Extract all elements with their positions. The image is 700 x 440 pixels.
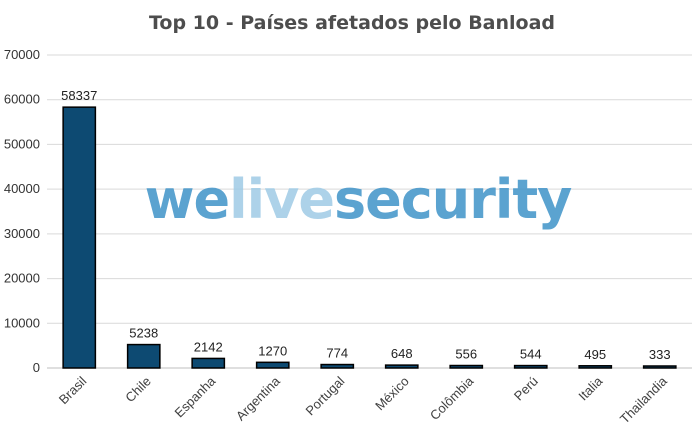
x-tick-label: Italia xyxy=(575,373,606,404)
data-labels: 58337 5238 2142 1270 774 648 556 544 495 333 xyxy=(61,88,670,362)
bar-perú xyxy=(513,364,548,369)
bar-brasil xyxy=(62,106,97,369)
bars xyxy=(62,106,677,369)
x-tick-label: Colômbia xyxy=(427,373,477,423)
watermark-part-security: security xyxy=(334,168,572,231)
y-tick-label: 30000 xyxy=(4,226,40,241)
x-tick-label: Brasil xyxy=(56,373,90,407)
x-tick-label: Argentina xyxy=(233,373,284,424)
y-tick-label: 70000 xyxy=(4,47,40,62)
bar-italia xyxy=(578,365,613,369)
data-label: 495 xyxy=(584,347,606,362)
x-axis-ticks: Brasil Chile Espanha Argentina Portugal Méxic… xyxy=(56,373,671,427)
data-label: 544 xyxy=(520,347,542,362)
data-label: 556 xyxy=(455,347,477,362)
data-label: 1270 xyxy=(258,343,287,358)
y-tick-label: 20000 xyxy=(4,271,40,286)
bar-espanha xyxy=(191,357,226,369)
x-tick-label: Perú xyxy=(511,374,541,404)
svg-text:welivesecurity: welivesecurity xyxy=(145,168,573,231)
watermark-part-we: we xyxy=(145,168,230,231)
grid-lines xyxy=(47,54,692,369)
bar-thailandia xyxy=(642,365,677,369)
y-tick-label: 10000 xyxy=(4,315,40,330)
data-label: 5238 xyxy=(129,326,158,341)
x-tick-label: Thailandia xyxy=(617,373,671,427)
data-label: 648 xyxy=(391,346,413,361)
x-tick-label: Portugal xyxy=(303,373,348,418)
chart-title: Top 10 - Países afetados pelo Banload xyxy=(149,12,555,34)
y-tick-label: 50000 xyxy=(4,136,40,151)
data-label: 58337 xyxy=(61,88,97,103)
bar-chile xyxy=(126,343,161,369)
x-tick-label: México xyxy=(372,374,412,414)
data-label: 333 xyxy=(649,347,671,362)
welivesecurity-watermark: welivesecurity xyxy=(145,168,574,231)
data-label: 774 xyxy=(326,346,348,361)
x-tick-label: Chile xyxy=(122,374,154,406)
watermark-part-live: live xyxy=(229,168,334,231)
data-label: 2142 xyxy=(194,339,223,354)
x-tick-label: Espanha xyxy=(171,373,218,420)
bar-portugal xyxy=(320,363,355,369)
y-tick-label: 0 xyxy=(33,360,40,375)
bar-argentina xyxy=(255,361,290,369)
y-tick-label: 60000 xyxy=(4,92,40,107)
y-tick-label: 40000 xyxy=(4,181,40,196)
y-axis-ticks: 0 10000 20000 30000 40000 50000 60000 70000 xyxy=(4,47,40,375)
bar-colômbia xyxy=(449,364,484,369)
bar-méxico xyxy=(384,364,419,369)
